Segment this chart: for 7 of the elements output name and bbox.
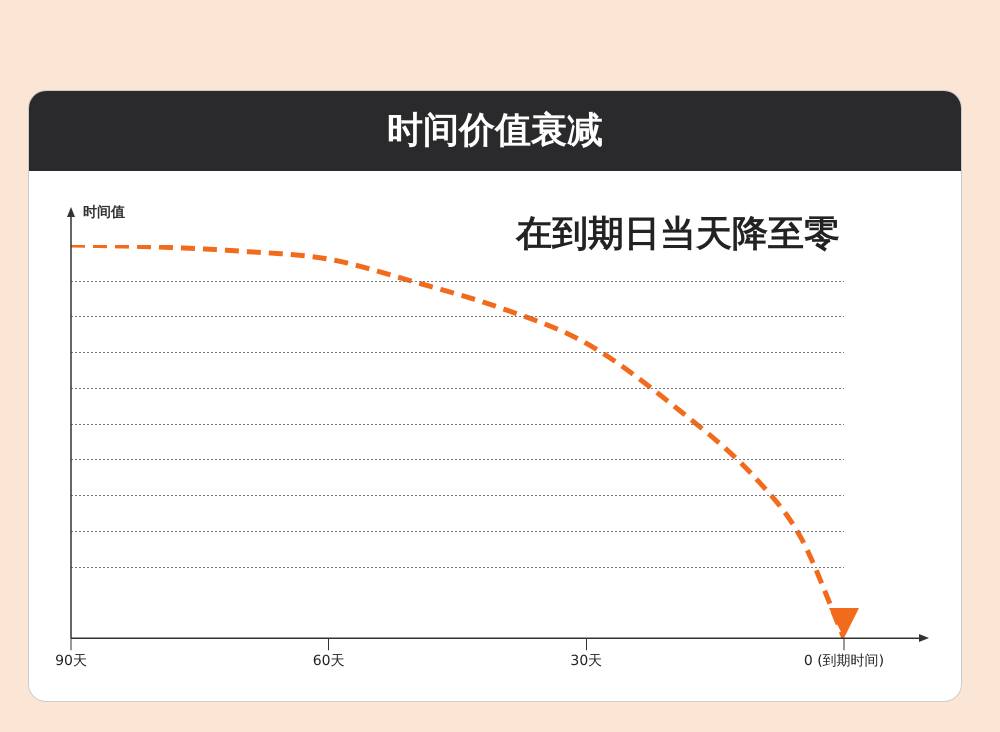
- x-tick-label: 30天: [570, 653, 602, 670]
- x-tick-label: 90天: [55, 653, 87, 670]
- x-tick-label: 0 (到期时间): [804, 653, 884, 670]
- chart-title: 时间价值衰减: [29, 91, 961, 171]
- y-axis-title: 时间值: [83, 204, 125, 221]
- x-tick-label: 60天: [312, 653, 345, 670]
- annotation: 在到期日当天降至零: [515, 213, 840, 254]
